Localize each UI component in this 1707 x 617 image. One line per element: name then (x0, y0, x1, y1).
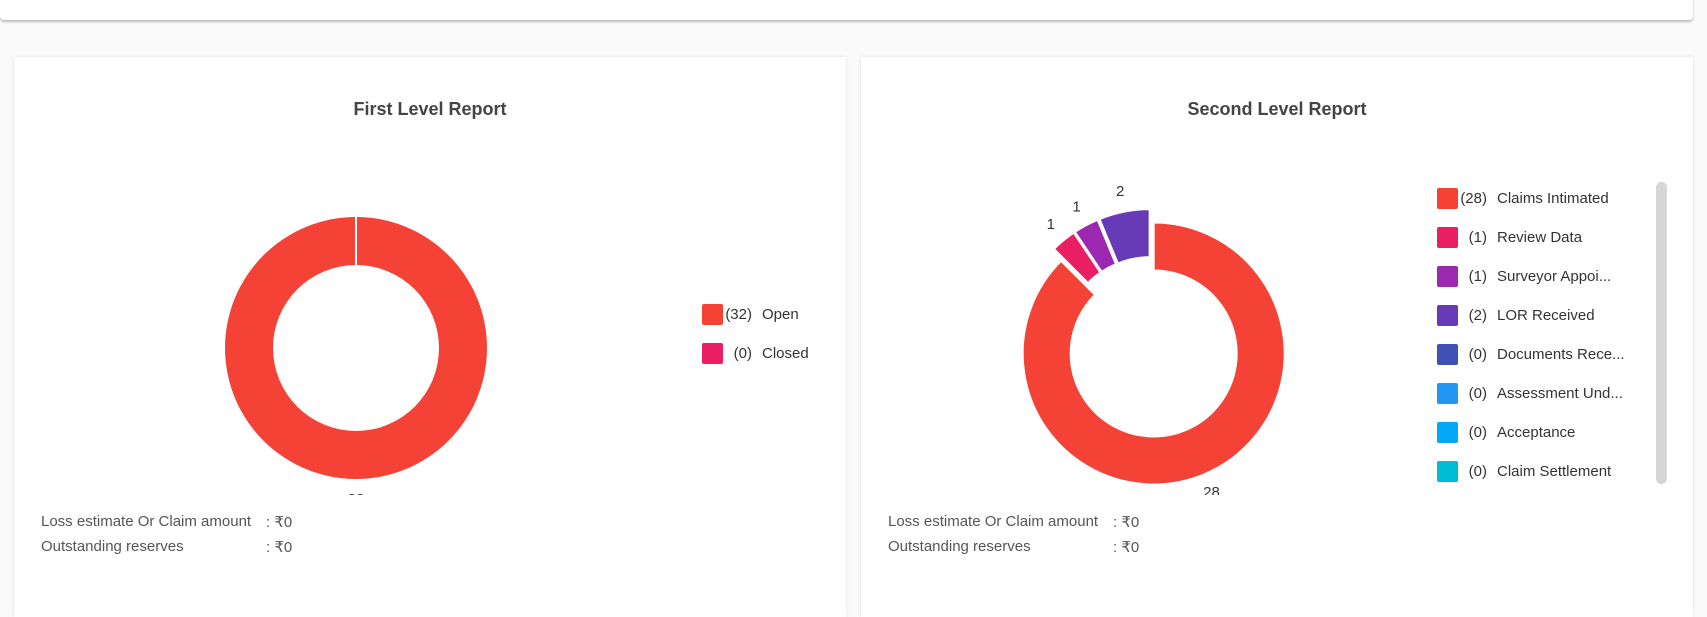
donut-slice (1098, 208, 1151, 265)
legend-count: (32) (725, 306, 752, 323)
legend-count: (28) (1460, 190, 1487, 207)
legend-count: (0) (1469, 424, 1487, 441)
legend-label: Acceptance (1497, 424, 1575, 441)
donut-slice (1052, 231, 1102, 285)
summary-label: Loss estimate Or Claim amount (888, 513, 1099, 530)
chart: Second Level Report 28 11 2 (28) Claims Intim… (1021, 99, 1667, 495)
legend-swatch (1437, 266, 1458, 287)
summary-value: : ₹0 (1113, 539, 1140, 556)
legend-label: LOR Received (1497, 307, 1595, 324)
legend-swatch (1437, 383, 1458, 404)
top-card (0, 0, 1693, 20)
legend-label: Documents Rece... (1497, 346, 1625, 363)
legend-count: (1) (1469, 268, 1487, 285)
chart-title: Second Level Report (1187, 99, 1366, 119)
legend-label: Open (762, 306, 799, 323)
legend-count: (0) (1469, 463, 1487, 480)
legend-count: (2) (1469, 307, 1487, 324)
summary-value: : ₹0 (1113, 514, 1140, 531)
slice-label: 1 (1047, 216, 1055, 233)
slice-label: 28 (1203, 484, 1220, 495)
legend-label: Claim Settlement (1497, 463, 1612, 480)
legend-count: (0) (1469, 385, 1487, 402)
legend-swatch (1437, 461, 1458, 482)
legend-label: Closed (762, 345, 809, 362)
report-panel: Second Level Report 28 1 1 2 (28) Claims Intim… (861, 57, 1693, 617)
legend-swatch (1437, 188, 1458, 209)
legend-swatch (1437, 422, 1458, 443)
summary-value: : ₹0 (266, 514, 293, 531)
legend-count: (0) (734, 345, 752, 362)
report-panel: First Level Report 32 (32) Open (0) Closed Lo… (14, 57, 846, 617)
chart-title: First Level Report (353, 99, 506, 119)
summary-value: : ₹0 (266, 539, 293, 556)
donut-slice (1073, 218, 1118, 274)
legend-count: (1) (1469, 229, 1487, 246)
donut-slice (1021, 221, 1286, 486)
legend-count: (0) (1469, 346, 1487, 363)
legend-swatch (1437, 227, 1458, 248)
legend-swatch (1437, 344, 1458, 365)
slice-label: 32 (348, 491, 365, 495)
legend-label: Claims Intimated (1497, 190, 1609, 207)
legend-swatch (702, 304, 723, 325)
slice-label: 1 (1072, 199, 1080, 216)
donut-slice (225, 217, 487, 479)
summary-label: Outstanding reserves (888, 538, 1031, 555)
legend-label: Assessment Und... (1497, 385, 1623, 402)
summary-label: Loss estimate Or Claim amount (41, 513, 252, 530)
page: First Level Report 32 (32) Open (0) Closed Lo… (0, 0, 1693, 556)
slice-label: 2 (1116, 183, 1124, 200)
legend-swatch (702, 343, 723, 364)
scrollbar[interactable] (1656, 182, 1667, 484)
legend-label: Surveyor Appoi... (1497, 268, 1611, 285)
legend-swatch (1437, 305, 1458, 326)
legend-label: Review Data (1497, 229, 1583, 246)
summary-label: Outstanding reserves (41, 538, 184, 555)
chart: First Level Report 32 (32) Open (0) Closed (225, 99, 809, 495)
